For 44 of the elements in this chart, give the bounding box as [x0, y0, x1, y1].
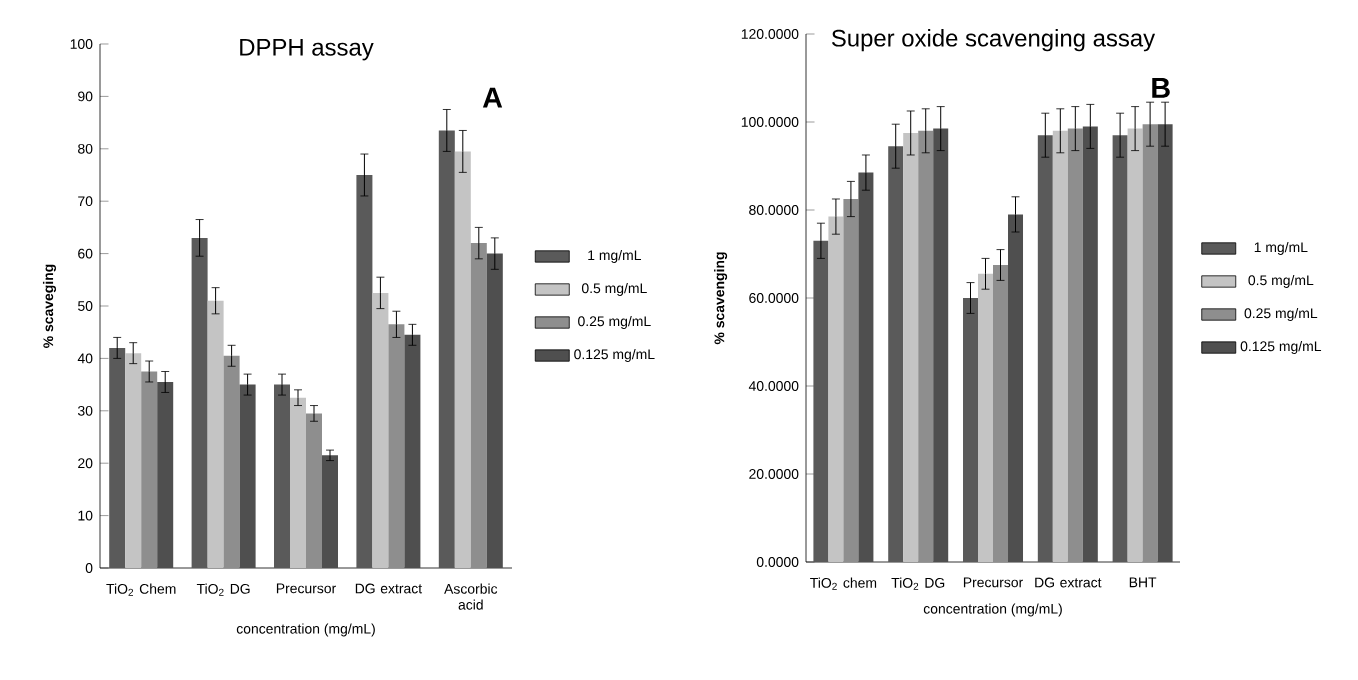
bar — [239, 384, 256, 568]
bar — [454, 151, 471, 568]
bar — [858, 172, 874, 562]
bar — [813, 240, 829, 562]
bar — [438, 130, 455, 568]
bar — [141, 371, 158, 568]
bar — [1082, 126, 1098, 562]
bar — [903, 133, 919, 562]
bar — [843, 199, 859, 562]
bar — [1142, 124, 1158, 562]
bar — [1067, 128, 1083, 562]
bar — [486, 253, 503, 568]
chart-title: DPPH assay — [240, 39, 374, 61]
bar — [963, 298, 979, 562]
bar — [828, 216, 844, 562]
bar — [356, 174, 373, 568]
bar — [109, 347, 126, 568]
bar — [157, 381, 174, 568]
bar — [207, 300, 224, 568]
annotation: B — [1152, 77, 1170, 98]
bar — [125, 353, 142, 568]
bar — [322, 455, 338, 568]
bar — [888, 146, 904, 562]
bar — [1008, 214, 1024, 562]
bar — [388, 324, 405, 568]
bar — [1127, 128, 1143, 562]
bar — [1112, 135, 1128, 562]
bar — [191, 237, 208, 568]
bar — [978, 273, 994, 562]
bar — [223, 355, 240, 568]
bar — [918, 130, 934, 562]
bar — [1157, 124, 1173, 562]
bar — [306, 413, 322, 568]
bar — [290, 397, 306, 568]
bar — [372, 292, 389, 568]
bar — [1037, 135, 1053, 562]
bar — [933, 128, 949, 562]
annotation: A — [482, 87, 503, 108]
bar — [1052, 130, 1068, 562]
chart-title: Super oxide scavenging assay — [831, 29, 1156, 52]
bar — [470, 243, 487, 568]
bar — [274, 384, 290, 568]
bar — [404, 334, 421, 568]
bar — [993, 265, 1009, 562]
